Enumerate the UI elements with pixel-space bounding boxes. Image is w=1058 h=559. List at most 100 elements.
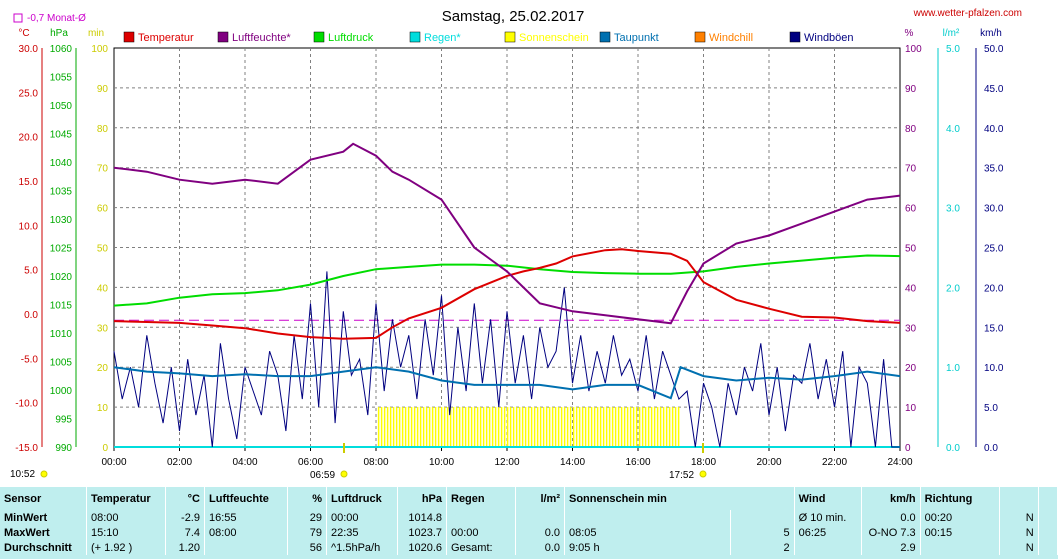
grid	[113, 47, 901, 448]
humid-tick-label: 80	[905, 124, 917, 135]
sun-events: 10:52 06:59 17:52	[10, 443, 707, 481]
x-tick-label: 20:00	[756, 457, 781, 468]
stats-cell	[1038, 525, 1058, 540]
legend-swatch	[409, 31, 421, 43]
hdr-filler	[1038, 487, 1058, 510]
plot-area	[113, 142, 901, 448]
rain-tick-label: 0.0	[946, 443, 960, 454]
minutes-tick-label: 10	[97, 403, 109, 414]
minutes-tick-label: 100	[91, 44, 108, 55]
press-tick-label: 995	[55, 415, 72, 426]
stats-cell: 2.9	[861, 540, 921, 555]
hdr-sun: Sonnenschein min	[564, 487, 795, 510]
legend-label: Taupunkt	[614, 32, 659, 44]
series-luftdruck	[113, 254, 901, 307]
stats-cell: 06:25	[794, 525, 862, 540]
stats-table: Sensor Temperatur °C Luftfeuchte % Luftd…	[0, 487, 1058, 559]
legend-label: Luftfeuchte*	[232, 32, 291, 44]
legend-label: Luftdruck	[328, 32, 374, 44]
stats-cell: 0.0	[515, 525, 565, 540]
humid-tick-label: 20	[905, 363, 917, 374]
minutes-tick-label: 50	[97, 244, 109, 255]
x-tick-label: 08:00	[363, 457, 388, 468]
stats-cell: 79	[287, 525, 327, 540]
temp-tick-label: 5.0	[24, 266, 38, 277]
stats-cell: 00:00	[326, 510, 398, 525]
hdr-wind-unit: km/h	[861, 487, 921, 510]
humid-tick-label: 30	[905, 323, 917, 334]
legend-label: Windböen	[804, 32, 854, 44]
stats-cell: N	[999, 510, 1039, 525]
sunrise-label: 06:59	[310, 470, 335, 481]
stats-cell: ^1.5hPa/h	[326, 540, 398, 555]
stats-cell: 16:55	[204, 510, 288, 525]
sun-icon	[699, 470, 707, 478]
hdr-temp-unit: °C	[165, 487, 205, 510]
rain-axis-unit: l/m²	[943, 28, 960, 39]
minutes-axis-unit: min	[88, 28, 104, 39]
series-windböen	[113, 271, 900, 448]
x-tick-label: 04:00	[232, 457, 257, 468]
stats-cell: 00:00	[446, 525, 516, 540]
stats-cell: Durchschnitt	[0, 540, 87, 555]
wind-tick-label: 40.0	[984, 124, 1004, 135]
hdr-press-unit: hPa	[397, 487, 447, 510]
press-tick-label: 1050	[50, 101, 73, 112]
wind-tick-label: 0.0	[984, 443, 998, 454]
stats-cell: 7.4	[165, 525, 205, 540]
site-url[interactable]: www.wetter-pfalzen.com	[913, 8, 1022, 19]
sun-icon	[340, 470, 348, 478]
temp-tick-label: 30.0	[19, 44, 39, 55]
stats-cell	[730, 510, 795, 525]
humid-axis-unit: %	[905, 28, 914, 39]
stats-cell: 1023.7	[397, 525, 447, 540]
stats-cell: 22:35	[326, 525, 398, 540]
minutes-tick-label: 40	[97, 283, 109, 294]
stats-cell: N	[999, 540, 1039, 555]
wind-tick-label: 25.0	[984, 244, 1004, 255]
press-tick-label: 1035	[50, 187, 73, 198]
stats-cell	[446, 510, 516, 525]
stats-cell: -2.9	[165, 510, 205, 525]
stats-cell: MinWert	[0, 510, 87, 525]
humid-tick-label: 40	[905, 283, 917, 294]
minutes-tick-label: 80	[97, 124, 109, 135]
sun-icon	[40, 470, 48, 478]
stats-cell	[204, 540, 288, 555]
minutes-tick-label: 20	[97, 363, 109, 374]
weather-chart: Samstag, 25.02.2017 www.wetter-pfalzen.c…	[10, 8, 1022, 481]
hdr-dir: Richtung	[920, 487, 1000, 510]
press-tick-label: 990	[55, 443, 72, 454]
stats-cell: 0.0	[515, 540, 565, 555]
stats-cell: N	[999, 525, 1039, 540]
axes: °C 30.0 25.0 20.0 15.0 10.0 5.0 0.0 -5.0 -10.0 -15…	[15, 28, 1004, 468]
legend-label: Temperatur	[138, 32, 194, 44]
series-luftfeuchte	[113, 142, 901, 325]
stats-cell: 00:15	[920, 525, 1000, 540]
stats-header-row: Sensor Temperatur °C Luftfeuchte % Luftd…	[0, 487, 1058, 510]
legend-swatch	[123, 31, 135, 43]
minutes-tick-label: 60	[97, 204, 109, 215]
press-tick-label: 1040	[50, 158, 73, 169]
stats-cell: 1014.8	[397, 510, 447, 525]
hdr-hum-unit: %	[287, 487, 327, 510]
wind-tick-label: 30.0	[984, 204, 1004, 215]
stats-cell: (+ 1.92 )	[86, 540, 166, 555]
stats-row: MinWert 08:00 -2.9 16:55 29 00:00 1014.8 Ø 10 m…	[0, 510, 1058, 525]
humid-tick-label: 90	[905, 84, 917, 95]
stats-cell: 2	[730, 540, 795, 555]
stats-cell	[920, 540, 1000, 555]
legend-swatch	[599, 31, 611, 43]
press-tick-label: 1020	[50, 272, 73, 283]
x-tick-label: 18:00	[691, 457, 716, 468]
stats-cell: 29	[287, 510, 327, 525]
legend-swatch	[789, 31, 801, 43]
rain-tick-label: 4.0	[946, 124, 960, 135]
humid-tick-label: 0	[905, 443, 911, 454]
temp-tick-label: 15.0	[19, 177, 39, 188]
stats-cell: 5	[730, 525, 795, 540]
stats-cell	[515, 510, 565, 525]
temp-tick-label: -5.0	[21, 354, 39, 365]
press-tick-label: 1025	[50, 244, 73, 255]
stats-cell: 0.0	[861, 510, 921, 525]
